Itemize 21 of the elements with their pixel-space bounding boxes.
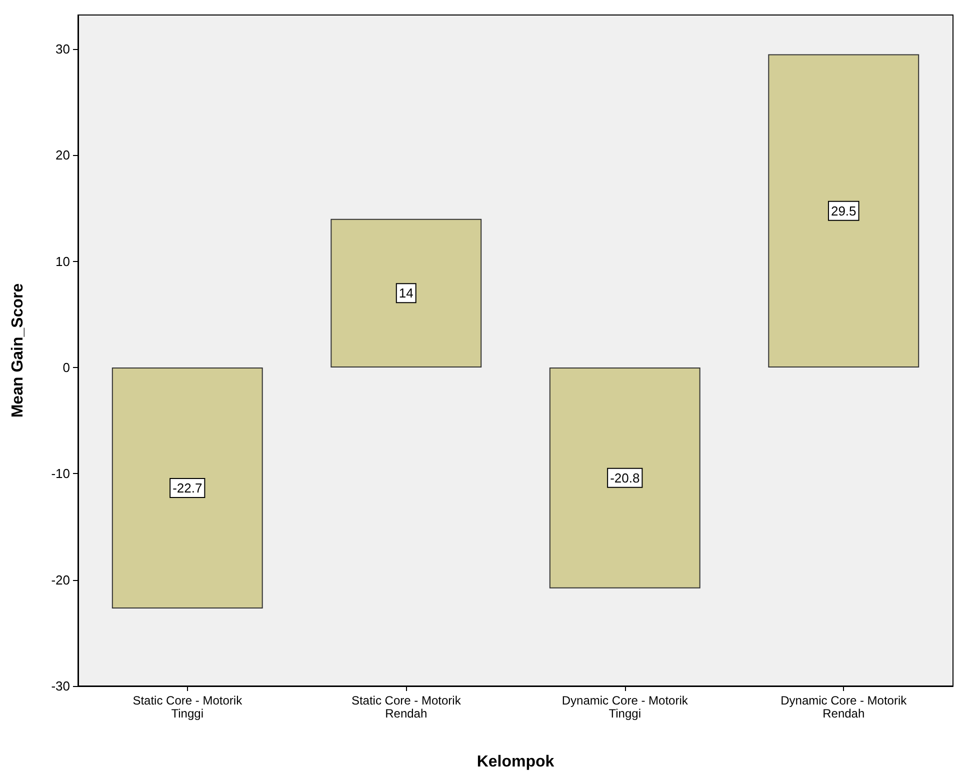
y-tick-label: 20 xyxy=(56,148,70,163)
bar xyxy=(112,367,263,608)
data-label: -20.8 xyxy=(610,470,640,486)
data-label: 29.5 xyxy=(830,203,856,218)
x-axis-title: Kelompok xyxy=(476,754,554,770)
y-tick-label: 0 xyxy=(62,360,70,375)
data-label: 14 xyxy=(398,286,414,301)
y-tick-label: 10 xyxy=(56,254,70,269)
bar xyxy=(768,54,920,368)
y-tick-label: -30 xyxy=(51,678,70,694)
x-tick-label: Static Core - Motorik Rendah xyxy=(351,694,462,720)
data-label: -22.7 xyxy=(172,480,202,496)
y-tick-label: -10 xyxy=(51,466,70,482)
x-tick-label: Dynamic Core - Motorik Tinggi xyxy=(562,694,689,720)
y-tick-label: 30 xyxy=(56,41,70,56)
y-axis-title: Mean Gain_Score xyxy=(10,283,26,418)
x-tick-label: Static Core - Motorik Tinggi xyxy=(132,694,244,720)
x-tick-label: Dynamic Core - Motorik Rendah xyxy=(780,694,908,720)
bar xyxy=(549,367,700,588)
bar xyxy=(330,218,482,368)
y-tick-label: -20 xyxy=(51,572,70,588)
